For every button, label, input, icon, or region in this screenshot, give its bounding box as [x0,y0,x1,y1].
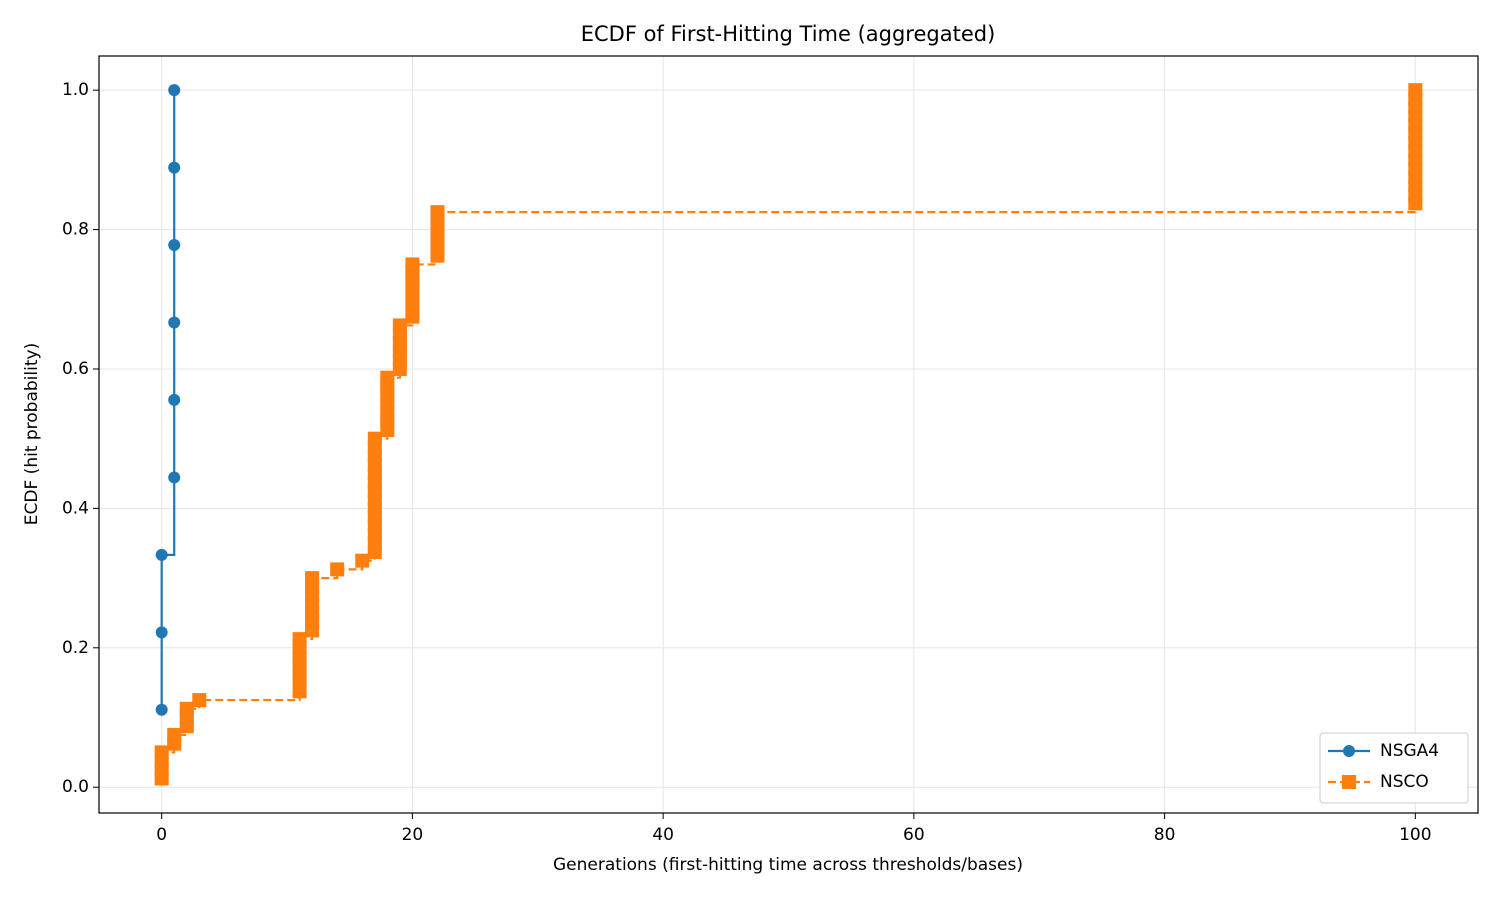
x-tick-label: 100 [1399,825,1431,845]
x-tick-label: 0 [156,825,167,845]
chart-title: ECDF of First-Hitting Time (aggregated) [581,22,996,46]
legend-marker [1342,775,1356,789]
y-tick-label: 0.0 [62,777,89,797]
step-line [160,90,176,710]
point [168,239,181,252]
point [168,393,181,406]
x-tick-label: 20 [402,825,424,845]
point [168,316,181,329]
y-tick-label: 1.0 [62,80,89,100]
point [430,205,445,220]
point [330,562,345,577]
point [155,548,168,561]
point [367,431,382,446]
legend-label: NSCO [1380,772,1429,792]
point [380,370,395,385]
x-tick-label: 40 [652,825,674,845]
point [168,161,181,174]
point [155,626,168,639]
point [305,571,320,586]
y-tick-label: 0.2 [62,638,89,658]
point [405,257,420,272]
point [167,727,182,742]
y-axis-label: ECDF (hit probability) [22,343,42,525]
x-axis-label: Generations (first-hitting time across t… [553,855,1023,875]
legend-label: NSGA4 [1380,741,1439,761]
point [179,701,194,716]
point [355,553,370,568]
point [1408,83,1423,98]
y-tick-label: 0.6 [62,359,89,379]
point [154,745,169,760]
plot-frame [98,55,1479,814]
y-tick-label: 0.8 [62,220,89,240]
y-tick-label: 0.4 [62,498,89,518]
point [392,318,407,333]
x-tick-label: 80 [1154,825,1176,845]
point [168,471,181,484]
legend: NSGA4 NSCO [1319,732,1469,804]
point [292,632,307,647]
x-tick-label: 60 [903,825,925,845]
legend-marker [1343,745,1355,757]
point [168,84,181,97]
point [155,703,168,716]
point [192,693,207,708]
